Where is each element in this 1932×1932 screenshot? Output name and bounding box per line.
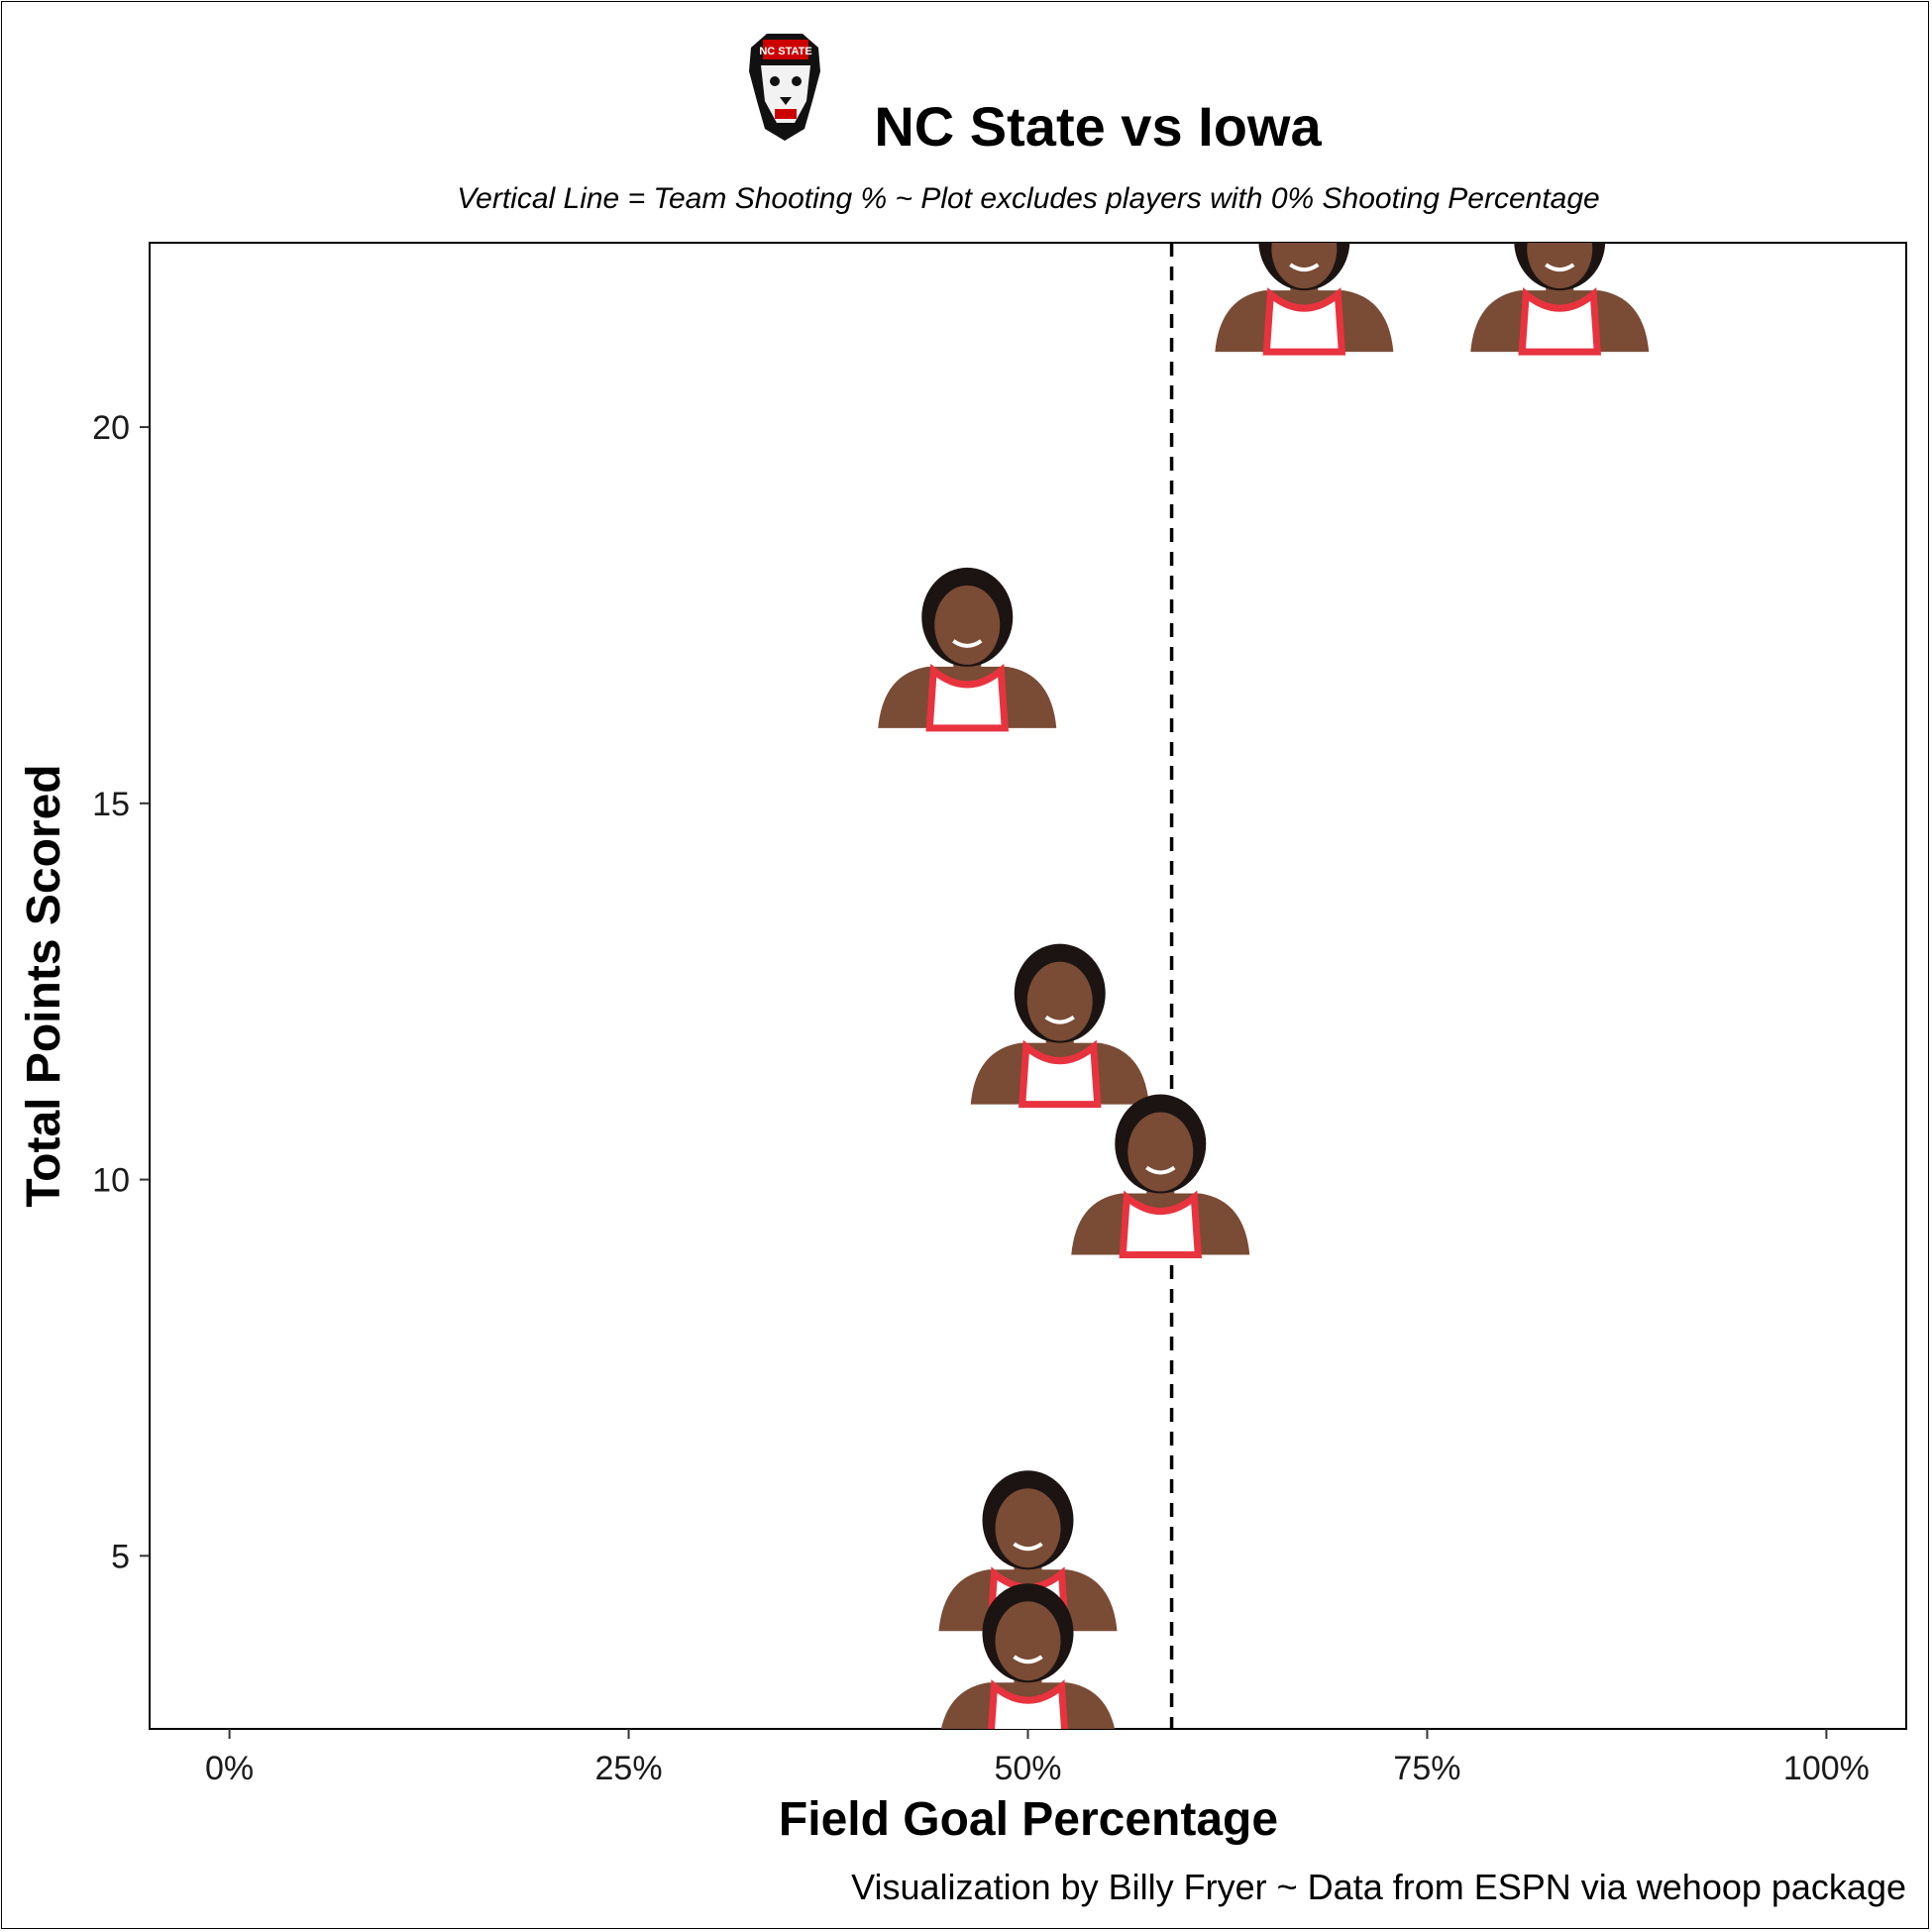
y-tick-label: 10 [92,1162,130,1200]
player-headshot-point [1470,243,1650,356]
chart-title: NC State vs Iowa [874,95,1322,158]
y-axis-title: Total Points Scored [18,764,70,1207]
x-tick-label: 50% [994,1750,1061,1787]
x-axis-title: Field Goal Percentage [779,1793,1278,1846]
x-tick-label: 25% [595,1750,663,1787]
player-headshot-point [1215,243,1394,356]
x-tick-label: 100% [1783,1750,1870,1787]
nc-state-wolf-logo: NC STATE [749,34,820,141]
chart-caption: Visualization by Billy Fryer ~ Data from… [851,1867,1906,1907]
y-tick-label: 20 [92,409,130,447]
player-headshot-point [878,567,1057,732]
svg-text:NC STATE: NC STATE [759,46,811,57]
chart-subtitle: Vertical Line = Team Shooting % ~ Plot e… [457,182,1599,215]
x-tick-label: 75% [1393,1750,1460,1787]
player-headshot-point [940,1583,1116,1729]
x-tick-label: 0% [205,1750,254,1787]
player-headshot-point [970,943,1149,1109]
player-headshot-point [1071,1094,1250,1259]
y-tick-label: 5 [111,1538,130,1575]
y-tick-label: 15 [92,786,130,823]
